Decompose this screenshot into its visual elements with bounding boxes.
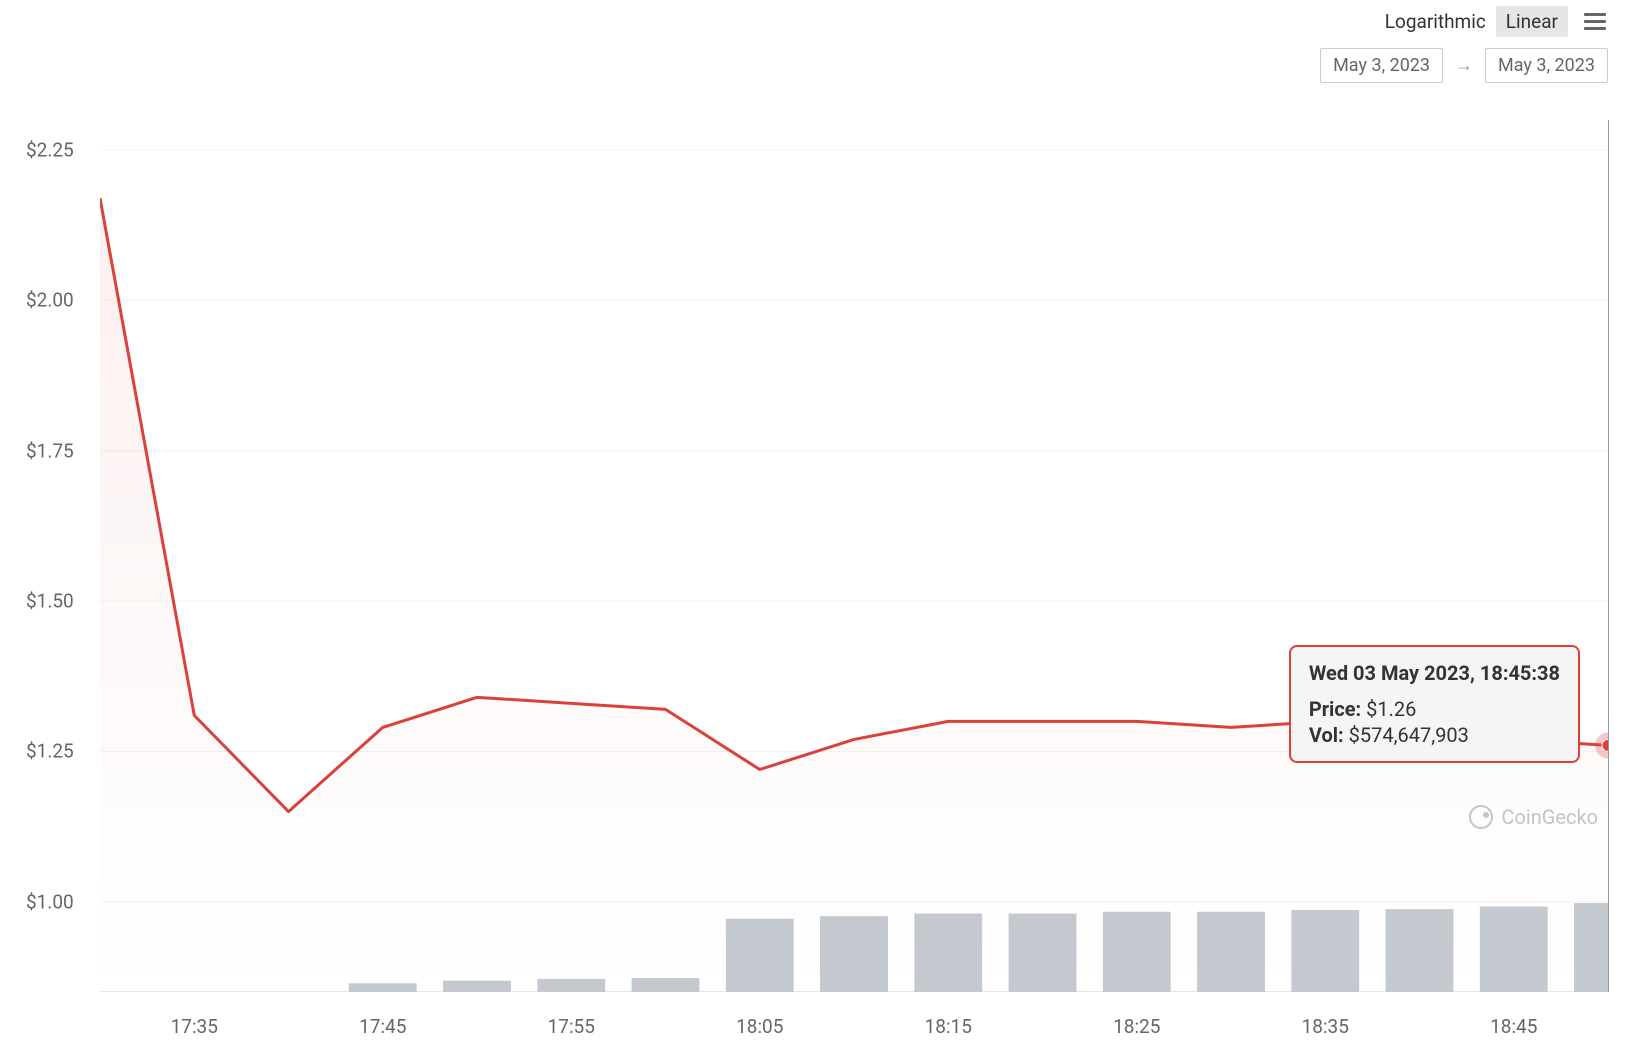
y-axis-label: $2.25 xyxy=(26,139,74,162)
date-to-input[interactable]: May 3, 2023 xyxy=(1485,48,1608,83)
scale-linear-button[interactable]: Linear xyxy=(1496,6,1568,37)
y-axis-label: $1.00 xyxy=(26,890,74,913)
chart-container: Logarithmic Linear May 3, 2023 → May 3, … xyxy=(0,0,1628,1048)
tooltip-price-label: Price: xyxy=(1309,697,1361,721)
x-axis-label: 17:55 xyxy=(548,1015,595,1038)
watermark: CoinGecko xyxy=(1469,805,1598,829)
x-axis-label: 17:35 xyxy=(171,1015,218,1038)
x-axis-label: 18:35 xyxy=(1302,1015,1349,1038)
x-axis-label: 17:45 xyxy=(359,1015,406,1038)
arrow-right-icon: → xyxy=(1455,55,1473,76)
y-axis-label: $1.75 xyxy=(26,439,74,462)
chart-area: CoinGecko Wed 03 May 2023, 18:45:38 Pric… xyxy=(0,120,1628,1048)
coingecko-icon xyxy=(1469,805,1493,829)
tooltip-vol-label: Vol: xyxy=(1309,723,1344,747)
watermark-text: CoinGecko xyxy=(1501,805,1598,829)
chart-plot[interactable]: CoinGecko Wed 03 May 2023, 18:45:38 Pric… xyxy=(100,120,1608,992)
x-axis-label: 18:25 xyxy=(1113,1015,1160,1038)
tooltip-timestamp: Wed 03 May 2023, 18:45:38 xyxy=(1309,661,1560,685)
date-from-input[interactable]: May 3, 2023 xyxy=(1320,48,1443,83)
x-axis-label: 18:05 xyxy=(736,1015,783,1038)
x-axis-label: 18:45 xyxy=(1490,1015,1537,1038)
scale-log-button[interactable]: Logarithmic xyxy=(1375,6,1496,37)
top-controls: Logarithmic Linear xyxy=(1375,6,1608,37)
hamburger-menu-icon[interactable] xyxy=(1582,11,1608,32)
y-axis-label: $1.25 xyxy=(26,740,74,763)
crosshair-line xyxy=(1608,120,1609,992)
tooltip-vol-value: $574,647,903 xyxy=(1349,723,1469,747)
tooltip-price-value: $1.26 xyxy=(1366,697,1416,721)
date-range-picker: May 3, 2023 → May 3, 2023 xyxy=(1320,48,1608,83)
y-axis-label: $2.00 xyxy=(26,289,74,312)
x-axis-label: 18:15 xyxy=(925,1015,972,1038)
price-tooltip: Wed 03 May 2023, 18:45:38 Price: $1.26 V… xyxy=(1289,645,1580,763)
y-axis-label: $1.50 xyxy=(26,590,74,613)
